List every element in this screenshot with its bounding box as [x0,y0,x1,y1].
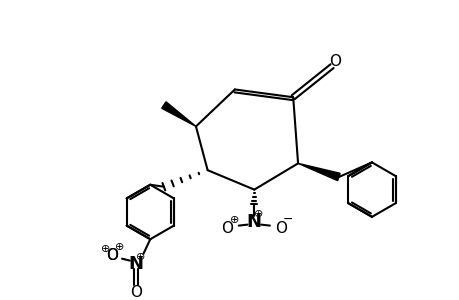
Text: ⊕: ⊕ [254,209,263,219]
Text: ⊕: ⊕ [115,242,124,252]
Text: O: O [221,221,233,236]
Polygon shape [162,102,196,126]
Text: O: O [106,248,118,263]
Text: ⊕: ⊕ [135,252,145,262]
Text: −: − [282,213,293,226]
Text: O: O [106,248,118,263]
Text: O: O [275,221,287,236]
Text: O: O [328,54,340,69]
Text: N: N [128,254,143,272]
Polygon shape [297,164,339,181]
Text: ⊕: ⊕ [101,244,110,254]
Text: ⊕: ⊕ [230,215,239,225]
Text: O: O [129,285,141,300]
Text: N: N [246,213,261,231]
